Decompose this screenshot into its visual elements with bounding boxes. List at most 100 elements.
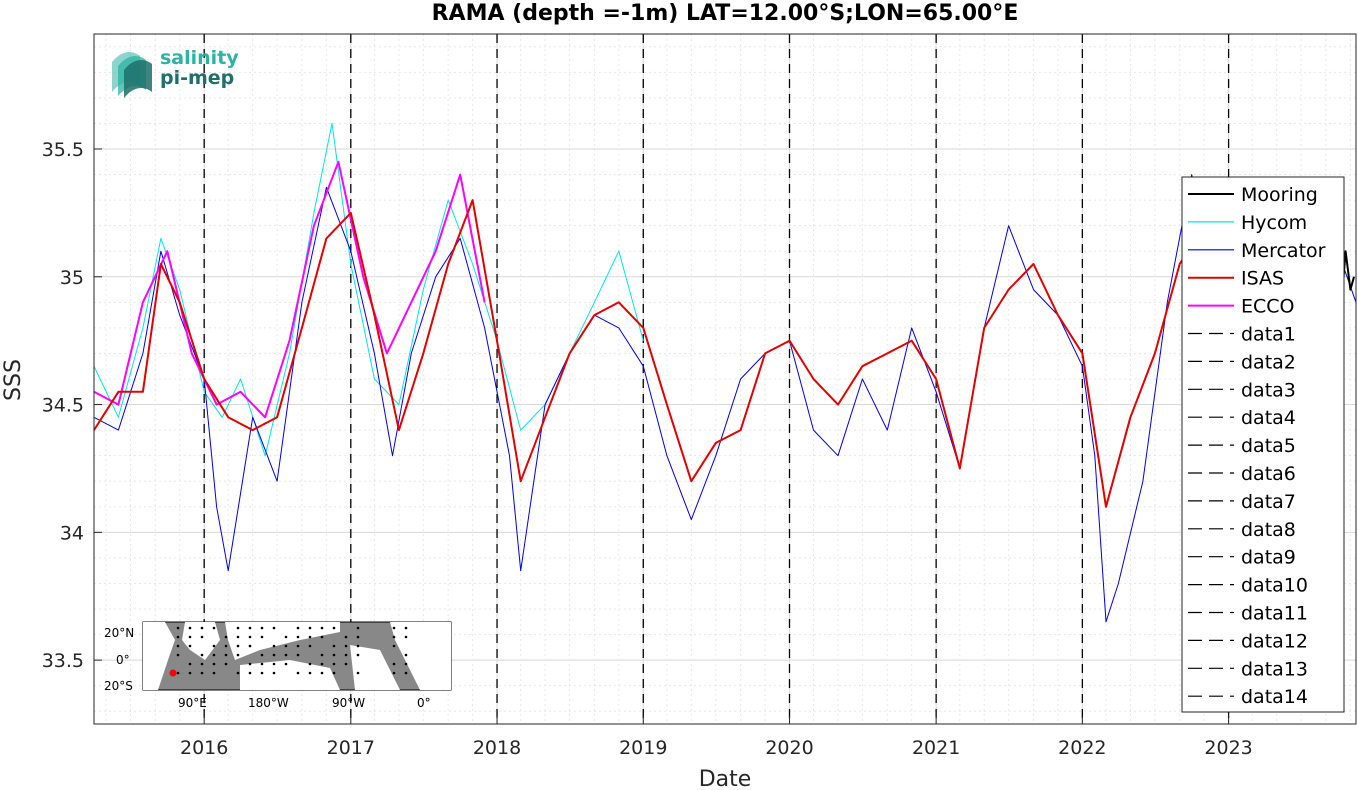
legend-item: data6 (1188, 463, 1296, 485)
map-dot (188, 662, 192, 666)
map-dot (272, 653, 276, 657)
x-tick-label: 2016 (180, 737, 228, 759)
map-dot (260, 653, 264, 657)
x-tick-label: 2020 (765, 737, 813, 759)
map-dot (188, 671, 192, 675)
map-dot (224, 662, 228, 666)
map-dot (248, 626, 252, 630)
logo-line2: pi-mep (160, 67, 234, 89)
map-dot (404, 653, 408, 657)
legend-item: data4 (1188, 407, 1296, 429)
map-dot (260, 671, 264, 675)
map-dot (356, 644, 360, 648)
legend-label: data13 (1241, 658, 1308, 680)
y-axis: 33.5 34 34.5 35 35.5 (42, 139, 102, 672)
legend-label: ISAS (1241, 268, 1284, 290)
wave-icon (112, 52, 152, 98)
map-dot (284, 653, 288, 657)
map-lon-label-4: 0° (417, 696, 431, 710)
legend-item: data9 (1188, 547, 1296, 569)
legend-label: data7 (1241, 491, 1296, 513)
legend-item: ISAS (1188, 268, 1284, 290)
legend-item: data3 (1188, 379, 1296, 401)
map-dot (320, 653, 324, 657)
y-tick-label: 35 (60, 267, 84, 289)
y-tick-label: 34.5 (42, 395, 84, 417)
map-dot (344, 644, 348, 648)
x-tick-label: 2023 (1204, 737, 1252, 759)
y-tick-label: 35.5 (42, 139, 84, 161)
chart-title: RAMA (depth =-1m) LAT=12.00°S;LON=65.00°… (432, 1, 1019, 26)
map-lon-label-3: 90°W (332, 696, 365, 710)
map-dot (404, 626, 408, 630)
legend-item: data5 (1188, 435, 1296, 457)
map-dot (392, 662, 396, 666)
legend-item: ECCO (1188, 296, 1295, 318)
legend-item: data11 (1188, 603, 1308, 625)
map-dot (260, 626, 264, 630)
map-dot (308, 626, 312, 630)
map-dot (308, 644, 312, 648)
map-dot (188, 626, 192, 630)
x-axis: 2016 2017 2018 2019 2020 2021 2022 2023 (180, 716, 1253, 759)
map-dot (332, 671, 336, 675)
map-dot (200, 653, 204, 657)
salinity-pi-mep-logo: salinity pi-mep (112, 47, 239, 98)
map-dot (212, 626, 216, 630)
legend-item: Mercator (1188, 240, 1326, 262)
map-dot (392, 671, 396, 675)
legend-label: data3 (1241, 379, 1296, 401)
series-line-mercator (93, 174, 1357, 623)
legend-item: data7 (1188, 491, 1296, 513)
legend-label: data11 (1241, 603, 1308, 625)
map-dot (392, 644, 396, 648)
map-dot (236, 635, 240, 639)
x-tick-label: 2018 (473, 737, 521, 759)
map-dot (392, 635, 396, 639)
map-dot (260, 662, 264, 666)
map-dot (356, 626, 360, 630)
series-line-isas (93, 199, 1206, 508)
x-tick-label: 2017 (327, 737, 375, 759)
map-lat-label-2: 0° (116, 653, 130, 667)
map-lon-label-1: 90°E (178, 696, 207, 710)
map-dot (404, 662, 408, 666)
map-dot (356, 671, 360, 675)
map-lat-label-1: 20°N (104, 626, 134, 640)
map-dot (260, 635, 264, 639)
map-dot (296, 671, 300, 675)
legend-label: data10 (1241, 575, 1308, 597)
map-dot (344, 635, 348, 639)
map-dot (308, 662, 312, 666)
legend-item: data8 (1188, 519, 1296, 541)
map-dot (212, 644, 216, 648)
legend-label: data1 (1241, 324, 1296, 346)
map-dot (320, 671, 324, 675)
map-dot (308, 635, 312, 639)
map-lat-label-3: 20°S (104, 679, 133, 693)
map-dot (248, 635, 252, 639)
map-dot (296, 653, 300, 657)
series-line-ecco (93, 160, 486, 419)
legend-label: data2 (1241, 351, 1296, 373)
map-dot (176, 644, 180, 648)
map-dot (284, 662, 288, 666)
legend-label: data5 (1241, 435, 1296, 457)
map-dot (284, 644, 288, 648)
map-dot (272, 671, 276, 675)
map-dot (344, 662, 348, 666)
x-tick-label: 2022 (1058, 737, 1106, 759)
x-axis-title: Date (699, 767, 752, 790)
map-dot (200, 635, 204, 639)
map-dot (200, 662, 204, 666)
map-dot (332, 662, 336, 666)
map-dot (356, 653, 360, 657)
legend-item: Hycom (1188, 212, 1307, 234)
mooring-dots (176, 626, 408, 675)
map-dot (176, 671, 180, 675)
map-dot (236, 671, 240, 675)
y-tick-label: 34 (60, 522, 84, 544)
legend-items: Mooring Hycom Mercator ISAS ECCO data1 data2 da… (1188, 184, 1326, 708)
map-dot (392, 626, 396, 630)
map-dot (224, 653, 228, 657)
